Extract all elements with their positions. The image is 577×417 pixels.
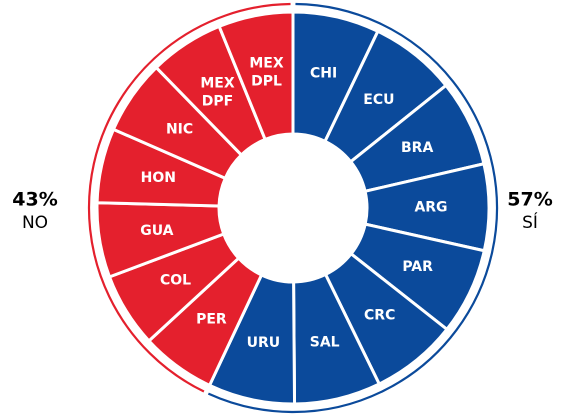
segment-label: MEX DPL [249,56,283,90]
segment-label: ECU [363,92,394,108]
group-arc [87,2,291,393]
yes-percent: 57% [507,189,552,211]
no-label: NO [22,213,48,233]
segment-label-line: CHI [310,65,337,81]
segment-label: MEX DPF [200,75,234,109]
segment-label: SAL [310,334,340,350]
segment-label-line: BRA [401,140,433,156]
segment-label-line: DPF [202,93,233,109]
segment-label-line: HON [141,170,176,186]
segment-label: ARG [414,199,447,215]
segment-label-line: MEX [249,56,283,72]
segment-label-line: MEX [200,75,234,91]
segment-label: URU [247,335,281,351]
segment-label: CRC [364,307,395,323]
segment-label: PER [196,311,227,327]
segment-label-line: PER [196,311,227,327]
segment-label-line: NIC [166,121,193,137]
segment-label: NIC [166,121,193,137]
segment-label-line: CRC [364,307,395,323]
segment-label: PAR [402,259,433,275]
segment-label-line: PAR [402,259,433,275]
segment-label-line: DPL [251,74,282,90]
group-arc [207,2,499,414]
segment-label-line: SAL [310,334,340,350]
segment-label-line: COL [160,272,191,288]
segment-label: COL [160,272,191,288]
segment-label-line: URU [247,335,281,351]
no-percent: 43% [12,189,57,211]
segment [217,10,295,142]
segment-label-line: ARG [414,199,447,215]
segment-label: BRA [401,140,433,156]
segment-label-line: GUA [140,223,173,239]
segment-label-line: ECU [363,92,394,108]
segment-label: GUA [140,223,173,239]
yes-label: SÍ [522,211,538,233]
segment-label: HON [141,170,176,186]
segment-label: CHI [310,65,337,81]
